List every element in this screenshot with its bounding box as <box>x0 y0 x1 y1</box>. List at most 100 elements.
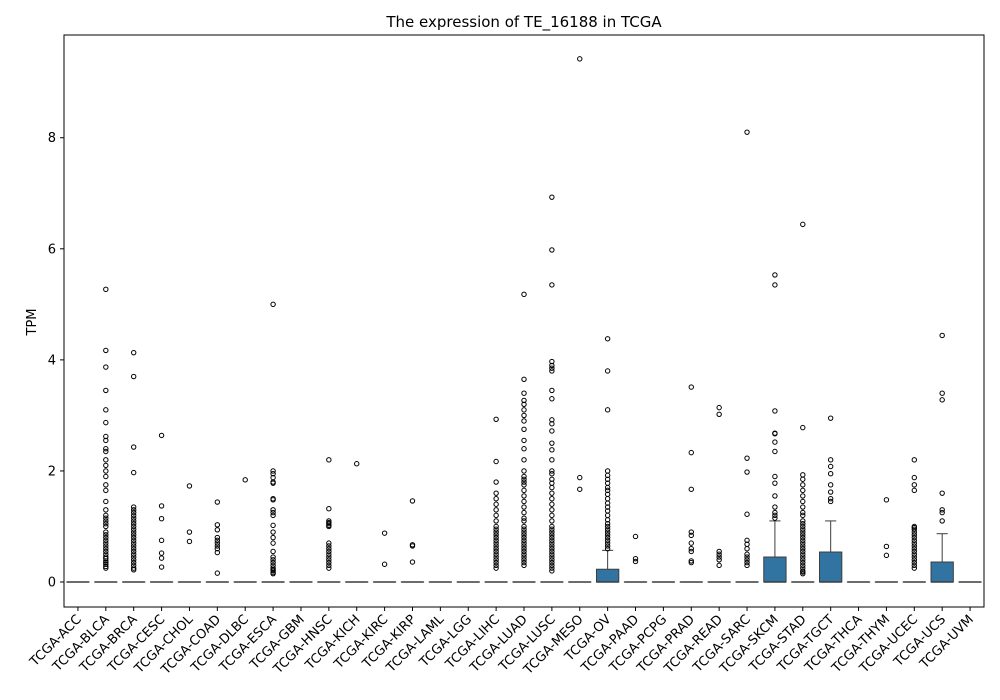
outlier-point <box>270 497 276 503</box>
outlier-point <box>688 486 694 492</box>
outlier-point <box>939 332 945 339</box>
outlier-point <box>521 493 527 499</box>
outlier-point <box>604 368 611 374</box>
outlier-point <box>130 349 137 356</box>
outlier-point <box>549 526 555 532</box>
outlier-point <box>827 482 834 488</box>
outlier-point <box>716 562 722 569</box>
outlier-point <box>716 404 722 411</box>
outlier-point <box>326 523 332 530</box>
outlier-point <box>521 557 527 563</box>
outlier-point <box>103 532 109 538</box>
outlier-point <box>744 557 750 563</box>
outlier-point <box>716 411 722 417</box>
outlier-point <box>214 534 221 541</box>
outlier-point <box>800 569 806 575</box>
outlier-point <box>103 523 109 530</box>
outlier-point <box>270 529 276 535</box>
outlier-point <box>521 504 527 510</box>
outlier-point <box>158 503 165 509</box>
outlier-point <box>688 559 694 566</box>
outlier-point <box>827 415 834 421</box>
outlier-point <box>326 548 332 555</box>
box <box>819 551 843 583</box>
outlier-point <box>800 493 806 499</box>
outlier-point <box>158 516 165 522</box>
outlier-point <box>103 347 109 354</box>
outlier-point <box>214 549 221 556</box>
outlier-point <box>103 529 109 535</box>
outlier-point <box>103 518 109 524</box>
outlier-point <box>130 509 137 516</box>
outlier-point <box>800 559 806 566</box>
outlier-point <box>827 489 834 495</box>
outlier-point <box>521 401 527 408</box>
outlier-point <box>521 397 527 404</box>
outlier-point <box>130 537 137 544</box>
outlier-point <box>521 498 527 505</box>
outlier-point <box>214 522 221 528</box>
box-group-tcga-esca <box>261 301 285 583</box>
outlier-point <box>130 518 137 524</box>
outlier-point <box>493 551 499 557</box>
box-group-tcga-tgct <box>819 415 843 583</box>
outlier-point <box>800 482 806 488</box>
outlier-point <box>604 336 611 342</box>
outlier-point <box>604 407 611 413</box>
outlier-point <box>911 548 918 555</box>
box-group-tcga-chol <box>177 483 202 583</box>
outlier-point <box>521 540 527 546</box>
outlier-point <box>493 458 499 465</box>
outlier-point <box>493 532 499 538</box>
outlier-point <box>103 446 109 452</box>
outlier-point <box>493 557 499 563</box>
outlier-point <box>604 526 611 532</box>
outlier-point <box>270 534 276 541</box>
box-group-tcga-prad <box>679 384 703 583</box>
outlier-point <box>549 534 555 541</box>
outlier-point <box>130 559 137 566</box>
outlier-point <box>800 570 806 577</box>
outlier-point <box>800 424 806 431</box>
outlier-point <box>130 507 137 513</box>
outlier-point <box>800 548 806 555</box>
outlier-point <box>521 562 527 569</box>
outlier-point <box>883 543 890 550</box>
outlier-point <box>827 457 834 463</box>
outlier-point <box>270 507 276 513</box>
box-group-tcga-read <box>707 404 731 583</box>
outlier-point <box>270 568 276 574</box>
outlier-point <box>214 499 221 505</box>
outlier-point <box>772 282 778 288</box>
outlier-point <box>549 532 555 538</box>
outlier-point <box>549 554 555 560</box>
outlier-point <box>604 487 611 494</box>
outlier-point <box>493 479 499 485</box>
outlier-point <box>744 559 750 566</box>
outlier-point <box>493 529 499 535</box>
outlier-point <box>521 468 527 474</box>
outlier-point <box>521 518 527 524</box>
outlier-point <box>326 557 332 563</box>
outlier-point <box>800 526 806 532</box>
outlier-point <box>744 511 750 517</box>
box-group-tcga-sarc <box>735 129 759 583</box>
outlier-point <box>800 518 806 524</box>
outlier-point <box>326 551 332 557</box>
outlier-point <box>632 558 639 565</box>
outlier-point <box>409 559 416 565</box>
y-axis-label: TPM <box>25 309 40 337</box>
outlier-point <box>521 291 527 298</box>
outlier-point <box>939 509 945 516</box>
outlier-point <box>409 543 416 549</box>
y-tick-label: 6 <box>48 242 56 257</box>
outlier-point <box>130 540 137 546</box>
outlier-point <box>521 532 527 538</box>
outlier-point <box>158 555 165 561</box>
outlier-point <box>130 543 137 549</box>
outlier-point <box>827 471 834 477</box>
outlier-point <box>103 462 109 469</box>
outlier-point <box>549 507 555 513</box>
outlier-point <box>521 418 527 424</box>
